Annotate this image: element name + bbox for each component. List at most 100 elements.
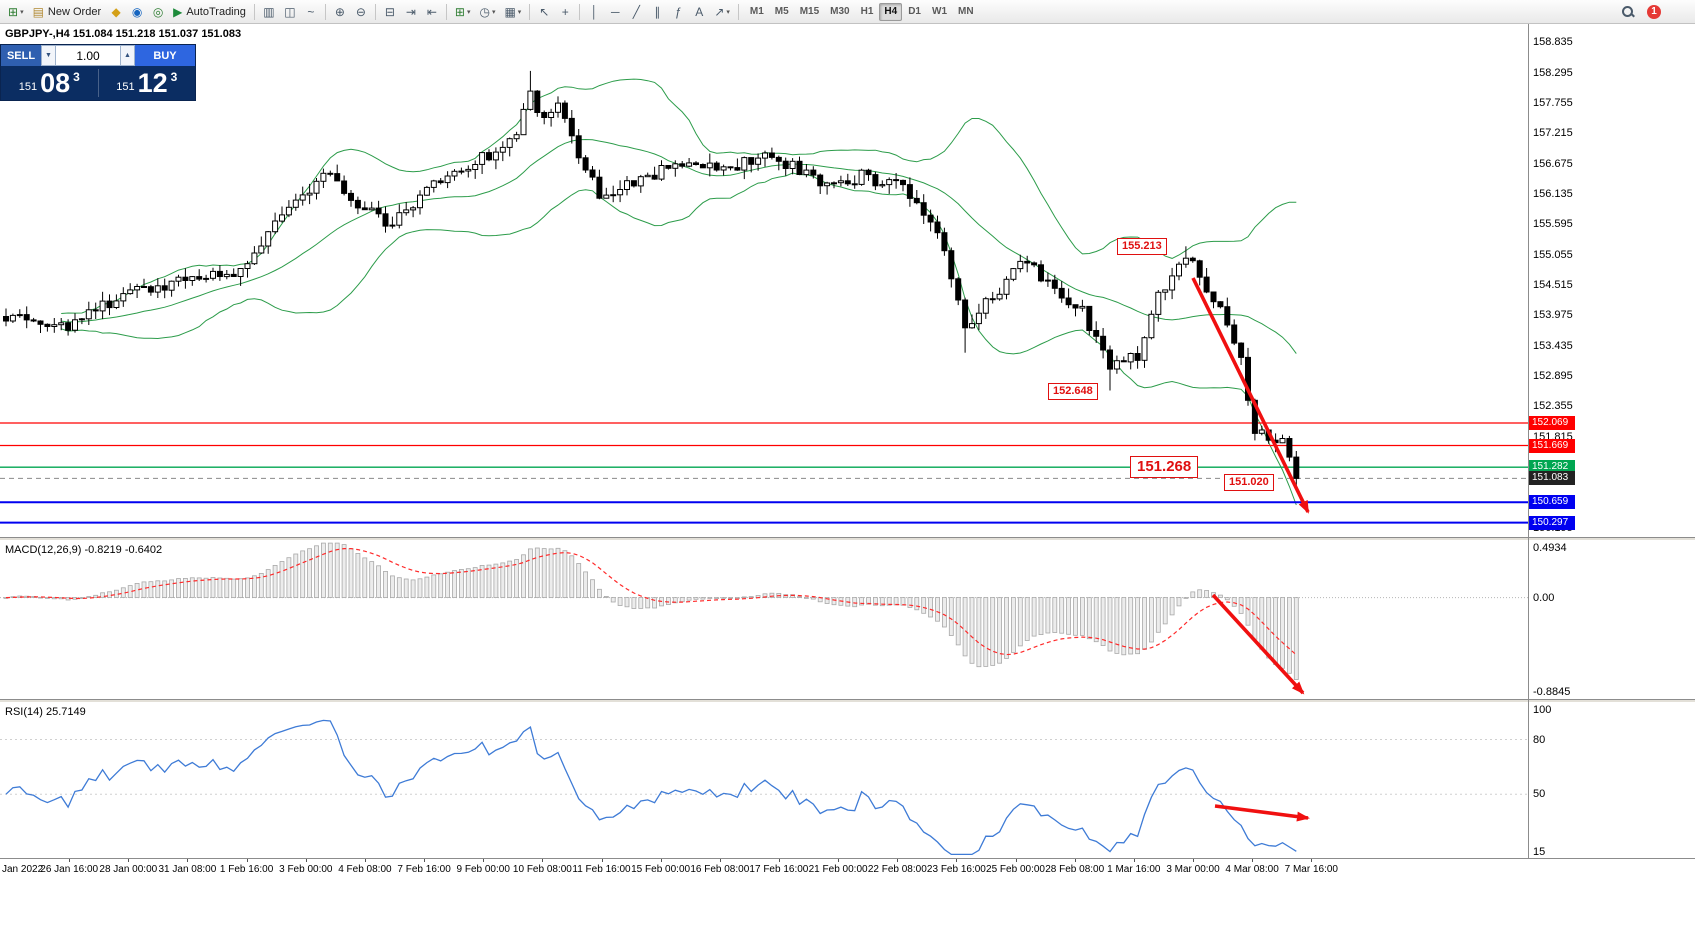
market-button[interactable]: ◆ (106, 2, 126, 22)
time-tick (956, 859, 958, 862)
vertical-line-button[interactable]: │ (584, 2, 604, 22)
buy-button[interactable]: BUY (135, 45, 195, 66)
chevron-down-icon: ▾ (466, 8, 471, 16)
new-order-button-label: New Order (47, 5, 102, 18)
trendline-button[interactable]: ╱ (626, 2, 646, 22)
timeframe-m5[interactable]: M5 (770, 3, 794, 21)
timeframe-h1[interactable]: H1 (856, 3, 879, 21)
fibonacci-button[interactable]: ƒ (668, 2, 688, 22)
autotrading-button[interactable]: ▶ AutoTrading (169, 2, 250, 22)
timeframe-mn[interactable]: MN (953, 3, 979, 21)
time-tick (1193, 859, 1194, 862)
volume-decrease-button[interactable]: ▼ (41, 45, 56, 66)
time-axis-label: 4 Mar 08:00 (1225, 864, 1279, 875)
timeframe-m30[interactable]: M30 (825, 3, 854, 21)
rsi-axis-label: 15 (1533, 846, 1546, 858)
templates-button[interactable]: ▦ ▾ (500, 2, 525, 22)
bar-chart-button[interactable]: ▥ (259, 2, 279, 22)
cursor-icon: ↖ (539, 4, 550, 19)
new-window-icon: ⊞ (454, 4, 465, 19)
sell-price[interactable]: 151 08 3 (1, 66, 98, 100)
time-tick (187, 859, 189, 862)
rsi-pane-canvas[interactable] (0, 703, 1528, 858)
periods-button[interactable]: ◷ ▾ (475, 2, 499, 22)
price-axis-label: 155.055 (1533, 248, 1573, 261)
toolbar-separator (253, 3, 255, 20)
new-chart-button[interactable]: ⊞ ▾ (4, 2, 28, 22)
price-tag-150.659: 150.659 (1529, 495, 1575, 510)
time-axis-label: 4 Feb 08:00 (338, 864, 392, 875)
time-tick (542, 859, 544, 862)
buy-price[interactable]: 151 12 3 (99, 66, 196, 100)
time-tick (1015, 859, 1017, 862)
signals-icon: ◉ (131, 4, 143, 19)
macd-axis-label: 0.4934 (1533, 542, 1567, 554)
macd-indicator-label: MACD(12,26,9) -0.8219 -0.6402 (5, 544, 163, 556)
sell-button[interactable]: SELL (1, 45, 41, 66)
channel-button[interactable]: ∥ (647, 2, 667, 22)
cursor-button[interactable]: ↖ (534, 2, 554, 22)
time-axis[interactable]: Jan 2022 26 Jan 16:00 28 Jan 00:00 31 Jan 0… (0, 858, 1695, 878)
price-tag-151.282: 151.282 (1529, 460, 1575, 475)
tile-windows-button[interactable]: ⊟ (380, 2, 400, 22)
price-axis-label: 157.755 (1533, 97, 1573, 109)
rsi-axis-label: 80 (1533, 733, 1546, 746)
price-axis-label: 157.215 (1533, 127, 1573, 140)
price-axis-label: 156.135 (1533, 188, 1573, 200)
crosshair-button[interactable]: + (555, 2, 575, 22)
trend-arrow[interactable] (1211, 593, 1305, 695)
sell-price-prefix: 151 (18, 81, 38, 93)
new-window-button[interactable]: ⊞ ▾ (451, 2, 475, 22)
time-axis-label: 7 Mar 16:00 (1284, 864, 1338, 875)
trendline-icon: ╱ (632, 4, 640, 19)
chart-shift-button[interactable]: ⇤ (422, 2, 442, 22)
toolbar: ⊞ ▾ ▤ New Order ◆ ◉ ◎ ▶ AutoTrading ▥ ◫ ~ ⊕ ⊖ ⊟ ⇥ ⇤ ⊞ ▾ ◷ ▾ ▦… (0, 0, 1695, 24)
timeframe-w1[interactable]: W1 (927, 3, 952, 21)
timeframe-h4[interactable]: H4 (879, 2, 903, 21)
volume-increase-button[interactable]: ▲ (120, 45, 135, 66)
community-button[interactable]: ◎ (148, 2, 168, 22)
chevron-down-icon: ▾ (20, 8, 24, 16)
pane-separator[interactable] (0, 537, 1695, 541)
bollinger-lower (61, 172, 1297, 506)
buy-price-pipette: 3 (170, 70, 178, 84)
time-tick (838, 859, 840, 862)
trend-arrow[interactable] (1191, 277, 1310, 514)
search-button[interactable] (1618, 2, 1638, 22)
macd-axis-label: 0.00 (1533, 591, 1555, 604)
horizontal-line-button[interactable]: ─ (605, 2, 625, 22)
text-button[interactable]: A (689, 2, 709, 22)
sell-price-big: 08 (40, 68, 71, 98)
zoom-in-button[interactable]: ⊕ (330, 2, 350, 22)
time-axis-label: 9 Feb 00:00 (456, 864, 510, 875)
symbol-ohlc-readout: GBPJPY-,H4 151.084 151.218 151.037 151.0… (5, 28, 242, 40)
line-chart-button[interactable]: ~ (301, 2, 321, 22)
zoom-out-button[interactable]: ⊖ (351, 2, 371, 22)
timeframe-m15[interactable]: M15 (795, 3, 824, 21)
timeframe-d1[interactable]: D1 (903, 3, 926, 21)
toolbar-separator (445, 3, 447, 20)
timeframe-m1[interactable]: M1 (745, 3, 769, 21)
time-tick (483, 859, 485, 862)
volume-input[interactable] (56, 45, 120, 66)
candlestick-chart-button[interactable]: ◫ (280, 2, 300, 22)
time-axis-label: 1 Mar 16:00 (1107, 864, 1161, 875)
arrows-button[interactable]: ↗ ▾ (710, 2, 734, 22)
price-axis-label: 158.835 (1533, 36, 1573, 49)
time-tick (1252, 859, 1254, 862)
price-axis-label: 153.435 (1533, 339, 1573, 352)
pane-separator[interactable] (0, 699, 1695, 703)
auto-scroll-button[interactable]: ⇥ (401, 2, 421, 22)
new-order-button[interactable]: ▤ New Order (29, 2, 106, 22)
candlestick-chart-icon: ◫ (284, 4, 296, 19)
macd-pane-canvas[interactable] (0, 541, 1528, 699)
search-icon (1622, 5, 1634, 18)
price-axis-label: 158.295 (1533, 66, 1573, 79)
horizontal-line-icon: ─ (611, 4, 620, 19)
signals-button[interactable]: ◉ (127, 2, 147, 22)
trend-arrow[interactable] (1214, 804, 1310, 822)
one-click-trade-panel: SELL ▼ ▲ BUY 151 08 3 151 12 3 (0, 44, 196, 101)
price-chart-canvas[interactable] (0, 24, 1528, 537)
toolbar-separator (579, 3, 581, 20)
notification-badge[interactable]: 1 (1647, 4, 1661, 19)
